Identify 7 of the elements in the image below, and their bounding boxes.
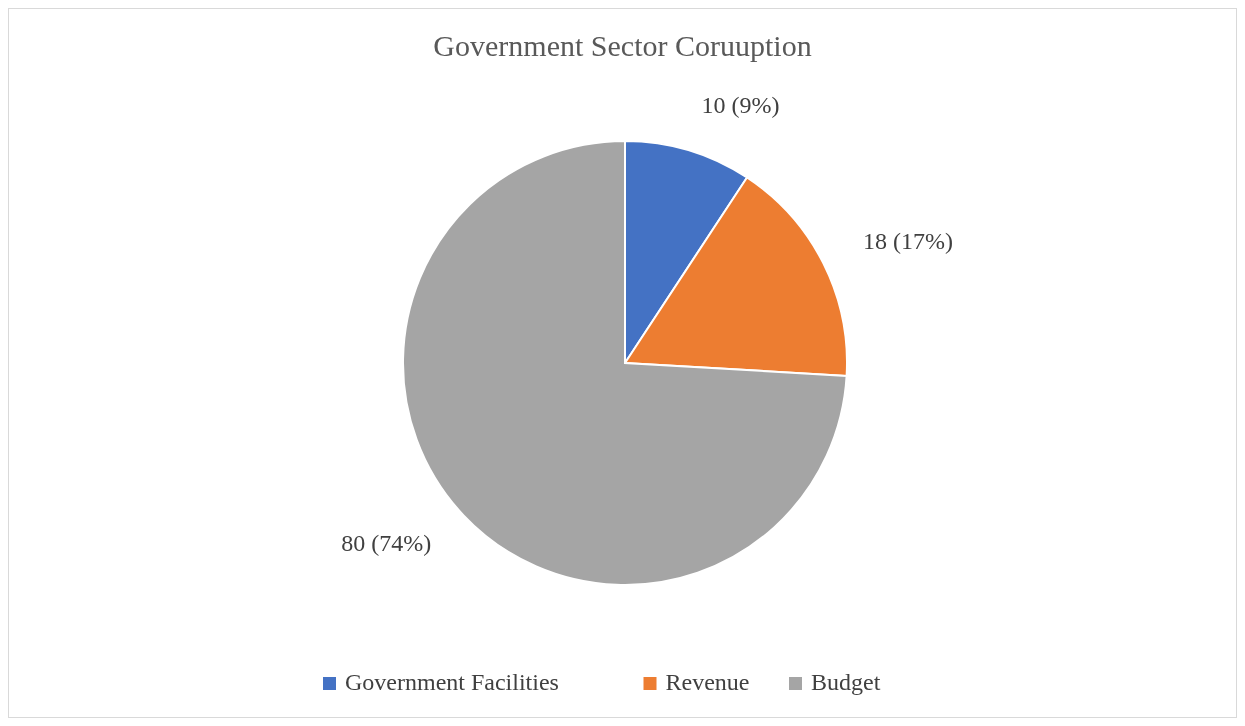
data-label: 18 (17%) [863, 227, 954, 254]
legend-label: Budget [811, 668, 881, 695]
data-label: 10 (9%) [701, 92, 780, 119]
legend-label: Revenue [665, 668, 750, 695]
legend-label: Government Facilities [345, 668, 559, 695]
data-label: 80 (74%) [341, 530, 432, 557]
chart-title: Government Sector Coruuption [433, 29, 812, 62]
